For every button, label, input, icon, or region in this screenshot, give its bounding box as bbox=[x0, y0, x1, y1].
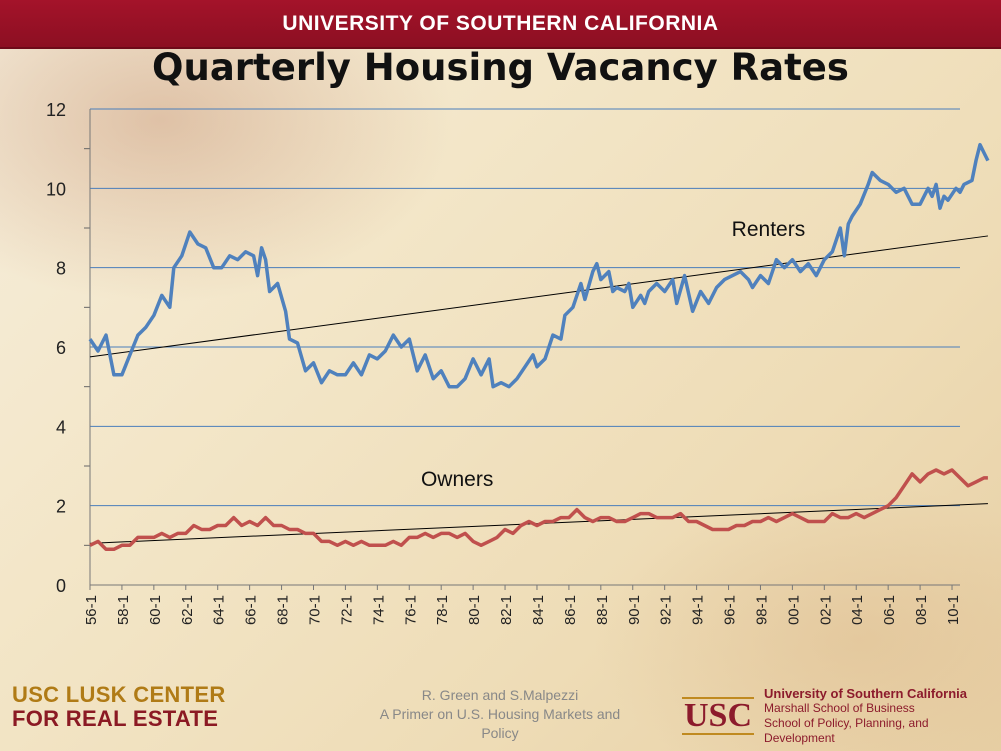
y-tick-label-4: 4 bbox=[56, 417, 66, 437]
x-tick-label-76-1: 76-1 bbox=[402, 595, 419, 625]
citation-title: A Primer on U.S. Housing Markets and Pol… bbox=[379, 706, 621, 741]
x-tick-label-88-1: 88-1 bbox=[594, 595, 611, 625]
y-tick-label-12: 12 bbox=[46, 100, 66, 120]
renters-annotation: Renters bbox=[732, 218, 806, 241]
x-tick-label-86-1: 86-1 bbox=[562, 595, 579, 625]
usc-line-2: Marshall School of Business bbox=[764, 701, 915, 715]
x-tick-label-10-1: 10-1 bbox=[945, 595, 962, 625]
renters-trendline bbox=[89, 235, 989, 358]
slide-title: Quarterly Housing Vacancy Rates bbox=[152, 46, 849, 89]
y-tick-label-6: 6 bbox=[56, 338, 66, 358]
owners-annotation: Owners bbox=[421, 468, 493, 491]
x-tick-label-96-1: 96-1 bbox=[722, 595, 739, 625]
top-banner: UNIVERSITY OF SOUTHERN CALIFORNIA bbox=[0, 0, 1001, 49]
x-tick-label-64-1: 64-1 bbox=[211, 595, 228, 625]
x-tick-label-66-1: 66-1 bbox=[243, 595, 260, 625]
y-tick-label-2: 2 bbox=[56, 497, 66, 517]
citation-authors: R. Green and S.Malpezzi bbox=[421, 687, 579, 703]
x-tick-label-70-1: 70-1 bbox=[306, 595, 323, 625]
banner-text: UNIVERSITY OF SOUTHERN CALIFORNIA bbox=[282, 11, 719, 35]
footer-citation: R. Green and S.Malpezzi A Primer on U.S.… bbox=[360, 686, 640, 743]
owners-series-line bbox=[89, 468, 988, 552]
x-tick-label-62-1: 62-1 bbox=[179, 595, 196, 625]
usc-logo-mark: USC bbox=[682, 697, 755, 735]
x-tick-label-58-1: 58-1 bbox=[115, 595, 132, 625]
x-tick-label-60-1: 60-1 bbox=[147, 595, 164, 625]
lusk-center-logo: USC LUSK CENTER FOR REAL ESTATE bbox=[12, 683, 226, 731]
x-tick-label-90-1: 90-1 bbox=[626, 595, 643, 625]
usc-line-3: School of Policy, Planning, and Developm… bbox=[764, 716, 929, 745]
x-tick-label-78-1: 78-1 bbox=[434, 595, 451, 625]
x-tick-label-80-1: 80-1 bbox=[466, 595, 483, 625]
y-tick-label-10: 10 bbox=[46, 179, 66, 199]
usc-line-1: University of Southern California bbox=[764, 686, 968, 701]
x-tick-label-00-1: 00-1 bbox=[785, 595, 802, 625]
x-tick-label-02-1: 02-1 bbox=[817, 595, 834, 625]
x-tick-label-72-1: 72-1 bbox=[338, 595, 355, 625]
y-tick-label-8: 8 bbox=[56, 259, 66, 279]
x-tick-label-08-1: 08-1 bbox=[913, 595, 930, 625]
x-tick-label-92-1: 92-1 bbox=[658, 595, 675, 625]
y-tick-label-0: 0 bbox=[56, 576, 66, 596]
x-tick-label-82-1: 82-1 bbox=[498, 595, 515, 625]
x-tick-label-98-1: 98-1 bbox=[753, 595, 770, 625]
renters-series-line bbox=[88, 142, 990, 389]
x-tick-label-68-1: 68-1 bbox=[275, 595, 292, 625]
x-tick-label-74-1: 74-1 bbox=[370, 595, 387, 625]
x-tick-label-56-1: 56-1 bbox=[83, 595, 100, 625]
x-tick-label-94-1: 94-1 bbox=[690, 595, 707, 625]
x-tick-label-04-1: 04-1 bbox=[849, 595, 866, 625]
usc-school-logo: USC University of Southern California Ma… bbox=[682, 686, 1001, 746]
x-tick-label-06-1: 06-1 bbox=[881, 595, 898, 625]
lusk-line-2: FOR REAL ESTATE bbox=[12, 706, 219, 731]
lusk-line-1: USC LUSK CENTER bbox=[12, 682, 226, 707]
x-tick-label-84-1: 84-1 bbox=[530, 595, 547, 625]
